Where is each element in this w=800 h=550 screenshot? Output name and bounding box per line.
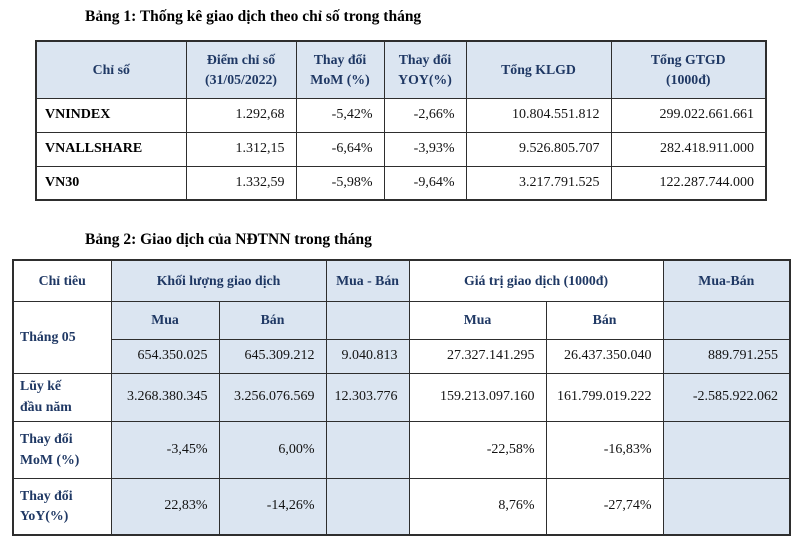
net-volume-cell: 12.303.776 bbox=[325, 372, 410, 422]
table2-row-mom: Thay đổi MoM (%) -3,45% 6,00% -22,58% -1… bbox=[12, 420, 791, 479]
net-volume-cell bbox=[325, 420, 410, 479]
table1-header-row: Chỉ số Điểm chỉ số (31/05/2022) Thay đổi… bbox=[35, 40, 767, 99]
mom-cell: -6,64% bbox=[295, 131, 385, 167]
subheader-buy-volume: Mua bbox=[110, 300, 220, 340]
table2-title: Bảng 2: Giao dịch của NĐTNN trong tháng bbox=[85, 231, 372, 248]
volume-cell: 3.217.791.525 bbox=[465, 165, 612, 201]
buy-volume-cell: -3,45% bbox=[110, 420, 220, 479]
table1-title: Bảng 1: Thống kê giao dịch theo chỉ số t… bbox=[85, 8, 422, 25]
col-header-net-volume: Mua - Bán bbox=[325, 259, 410, 302]
table2-row-ytd: Lũy kế đầu năm 3.268.380.345 3.256.076.5… bbox=[12, 372, 791, 422]
volume-cell: 9.526.805.707 bbox=[465, 131, 612, 167]
mom-cell: -5,98% bbox=[295, 165, 385, 201]
volume-cell: 10.804.551.812 bbox=[465, 97, 612, 133]
buy-volume-cell: 654.350.025 bbox=[110, 338, 220, 374]
mom-cell: -5,42% bbox=[295, 97, 385, 133]
net-value-cell bbox=[662, 420, 791, 479]
col-header-index: Chỉ số bbox=[35, 40, 187, 99]
index-name-cell: VNALLSHARE bbox=[35, 131, 187, 167]
value-cell: 299.022.661.661 bbox=[610, 97, 767, 133]
buy-volume-cell: 22,83% bbox=[110, 477, 220, 536]
col-header-net-value: Mua-Bán bbox=[662, 259, 791, 302]
index-name-cell: VN30 bbox=[35, 165, 187, 201]
yoy-cell: -3,93% bbox=[383, 131, 467, 167]
col-header-volume-group: Khối lượng giao dịch bbox=[110, 259, 327, 302]
value-cell: 282.418.911.000 bbox=[610, 131, 767, 167]
row-label-yoy: Thay đổi YoY(%) bbox=[12, 477, 112, 536]
empty-cell bbox=[662, 300, 791, 340]
buy-value-cell: 159.213.097.160 bbox=[408, 372, 547, 422]
subheader-buy-value: Mua bbox=[408, 300, 547, 340]
subheader-sell-value: Bán bbox=[545, 300, 664, 340]
yoy-cell: -2,66% bbox=[383, 97, 467, 133]
sell-volume-cell: 6,00% bbox=[218, 420, 327, 479]
col-header-value: Tổng GTGD (1000đ) bbox=[610, 40, 767, 99]
buy-value-cell: 27.327.141.295 bbox=[408, 338, 547, 374]
index-name-cell: VNINDEX bbox=[35, 97, 187, 133]
col-header-value-group: Giá trị giao dịch (1000đ) bbox=[408, 259, 664, 302]
buy-value-cell: -22,58% bbox=[408, 420, 547, 479]
yoy-cell: -9,64% bbox=[383, 165, 467, 201]
net-value-cell: -2.585.922.062 bbox=[662, 372, 791, 422]
net-volume-cell bbox=[325, 477, 410, 536]
points-cell: 1.332,59 bbox=[185, 165, 297, 201]
table2-header-row: Chỉ tiêu Khối lượng giao dịch Mua - Bán … bbox=[12, 259, 791, 302]
col-header-mom: Thay đổi MoM (%) bbox=[295, 40, 385, 99]
table2-row-month: 654.350.025 645.309.212 9.040.813 27.327… bbox=[13, 338, 791, 374]
table1-row-vnallshare: VNALLSHARE 1.312,15 -6,64% -3,93% 9.526.… bbox=[35, 131, 767, 167]
col-header-volume: Tổng KLGD bbox=[465, 40, 612, 99]
sell-volume-cell: 645.309.212 bbox=[218, 338, 327, 374]
row-label-ytd: Lũy kế đầu năm bbox=[12, 372, 112, 422]
row-label-month: Tháng 05 bbox=[12, 300, 112, 374]
points-cell: 1.292,68 bbox=[185, 97, 297, 133]
buy-volume-cell: 3.268.380.345 bbox=[110, 372, 220, 422]
col-header-yoy: Thay đổi YOY(%) bbox=[383, 40, 467, 99]
row-label-mom: Thay đổi MoM (%) bbox=[12, 420, 112, 479]
buy-value-cell: 8,76% bbox=[408, 477, 547, 536]
sell-value-cell: 26.437.350.040 bbox=[545, 338, 664, 374]
foreign-investor-trading-table: Chỉ tiêu Khối lượng giao dịch Mua - Bán … bbox=[12, 259, 792, 536]
empty-cell bbox=[325, 300, 410, 340]
index-statistics-table: Chỉ số Điểm chỉ số (31/05/2022) Thay đổi… bbox=[35, 40, 767, 201]
table1-row-vn30: VN30 1.332,59 -5,98% -9,64% 3.217.791.52… bbox=[35, 165, 767, 201]
sell-volume-cell: 3.256.076.569 bbox=[218, 372, 327, 422]
sell-value-cell: -27,74% bbox=[545, 477, 664, 536]
table1-row-vnindex: VNINDEX 1.292,68 -5,42% -2,66% 10.804.55… bbox=[35, 97, 767, 133]
points-cell: 1.312,15 bbox=[185, 131, 297, 167]
net-value-cell: 889.791.255 bbox=[662, 338, 791, 374]
net-volume-cell: 9.040.813 bbox=[325, 338, 410, 374]
sell-volume-cell: -14,26% bbox=[218, 477, 327, 536]
sell-value-cell: -16,83% bbox=[545, 420, 664, 479]
table2-row-yoy: Thay đổi YoY(%) 22,83% -14,26% 8,76% -27… bbox=[12, 477, 791, 536]
sell-value-cell: 161.799.019.222 bbox=[545, 372, 664, 422]
col-header-criteria: Chỉ tiêu bbox=[12, 259, 112, 302]
net-value-cell bbox=[662, 477, 791, 536]
value-cell: 122.287.744.000 bbox=[610, 165, 767, 201]
subheader-sell-volume: Bán bbox=[218, 300, 327, 340]
table2-subheader-row: Tháng 05 Mua Bán Mua Bán bbox=[12, 300, 791, 374]
col-header-points: Điểm chỉ số (31/05/2022) bbox=[185, 40, 297, 99]
